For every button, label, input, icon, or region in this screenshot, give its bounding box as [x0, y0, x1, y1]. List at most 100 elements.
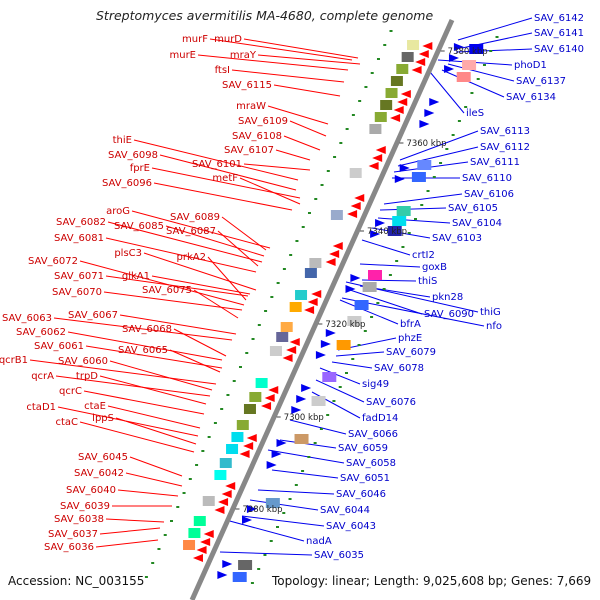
- gene-label-left[interactable]: SAV_6061: [34, 341, 84, 352]
- gene-label-right[interactable]: thiS: [418, 276, 437, 287]
- gene-label-right[interactable]: SAV_6110: [462, 173, 512, 184]
- gene-label-right[interactable]: SAV_6035: [314, 550, 364, 561]
- gene-label-right[interactable]: SAV_6078: [374, 363, 424, 374]
- gene-block: [322, 372, 337, 382]
- gene-label-left[interactable]: SAV_6081: [54, 233, 104, 244]
- gene-label-left[interactable]: lppS: [92, 413, 114, 424]
- gene-label-right[interactable]: SAV_6058: [346, 458, 396, 469]
- gene-label-left[interactable]: SAV_6070: [52, 287, 102, 298]
- gene-label-left[interactable]: murE: [169, 50, 196, 61]
- gene-label-left[interactable]: SAV_6039: [60, 501, 110, 512]
- gene-label-right[interactable]: SAV_6111: [470, 157, 520, 168]
- gene-label-right[interactable]: SAV_6079: [386, 347, 436, 358]
- label-connector: [107, 405, 201, 429]
- gene-label-left[interactable]: SAV_6068: [122, 324, 172, 335]
- gene-label-left[interactable]: plsC3: [114, 248, 142, 259]
- gene-label-left[interactable]: murF: [182, 34, 208, 45]
- gene-label-right[interactable]: ileS: [466, 108, 484, 119]
- gene-label-right[interactable]: SAV_6090: [424, 309, 474, 320]
- gene-label-left[interactable]: ctaC: [55, 417, 78, 428]
- gene-label-right[interactable]: SAV_6106: [464, 189, 514, 200]
- gene-label-right[interactable]: SAV_6076: [366, 397, 416, 408]
- marker-dot: [376, 58, 380, 60]
- marker-dot: [476, 78, 480, 80]
- gene-label-left[interactable]: SAV_6087: [166, 226, 216, 237]
- gene-label-right[interactable]: SAV_6051: [340, 473, 390, 484]
- gene-label-right[interactable]: SAV_6134: [506, 92, 556, 103]
- gene-label-left[interactable]: qcrA: [31, 371, 54, 382]
- gene-label-left[interactable]: SAV_6071: [54, 271, 104, 282]
- gene-label-left[interactable]: SAV_6082: [56, 217, 106, 228]
- gene-label-left[interactable]: trpD: [76, 371, 98, 382]
- gene-label-left[interactable]: fprE: [130, 163, 150, 174]
- gene-label-right[interactable]: SAV_6140: [534, 44, 584, 55]
- gene-label-left[interactable]: SAV_6065: [118, 345, 168, 356]
- gene-label-right[interactable]: SAV_6066: [348, 429, 398, 440]
- gene-label-right[interactable]: SAV_6043: [326, 521, 376, 532]
- gene-label-right[interactable]: phzE: [398, 333, 422, 344]
- gene-label-left[interactable]: thiE: [113, 135, 132, 146]
- label-connector: [377, 217, 451, 224]
- gene-label-left[interactable]: murD: [214, 34, 242, 45]
- gene-label-left[interactable]: SAV_6108: [232, 131, 282, 142]
- gene-label-right[interactable]: SAV_6046: [336, 489, 386, 500]
- gene-label-right[interactable]: sig49: [362, 379, 389, 390]
- gene-label-left[interactable]: SAV_6101: [192, 159, 242, 170]
- gene-label-left[interactable]: SAV_6036: [44, 542, 94, 553]
- gene-label-left[interactable]: ctaE: [84, 401, 106, 412]
- gene-label-left[interactable]: SAV_6045: [78, 452, 128, 463]
- gene-label-right[interactable]: bfrA: [400, 319, 421, 330]
- gene-label-left[interactable]: SAV_6109: [238, 116, 288, 127]
- gene-label-left[interactable]: SAV_6063: [2, 313, 52, 324]
- gene-label-right[interactable]: SAV_6059: [338, 443, 388, 454]
- gene-label-left[interactable]: prkA2: [177, 252, 206, 263]
- gene-label-left[interactable]: SAV_6067: [68, 310, 118, 321]
- gene-label-left[interactable]: qcrC: [59, 386, 82, 397]
- gene-label-right[interactable]: nadA: [306, 536, 332, 547]
- gene-label-right[interactable]: SAV_6112: [480, 142, 530, 153]
- gene-label-left[interactable]: SAV_6098: [108, 150, 158, 161]
- gene-label-right[interactable]: nfo: [486, 321, 502, 332]
- reverse-gene-arrow: [243, 442, 254, 450]
- gene-label-left[interactable]: SAV_6115: [222, 80, 272, 91]
- gene-label-right[interactable]: phoD1: [514, 60, 547, 71]
- gene-label-right[interactable]: SAV_6137: [516, 76, 566, 87]
- gene-label-right[interactable]: fadD14: [362, 413, 398, 424]
- gene-label-right[interactable]: SAV_6103: [432, 233, 482, 244]
- gene-label-left[interactable]: SAV_6075: [142, 285, 192, 296]
- gene-label-right[interactable]: SAV_6141: [534, 28, 584, 39]
- gene-label-right[interactable]: SAV_6044: [320, 505, 370, 516]
- gene-label-left[interactable]: ftsI: [215, 65, 230, 76]
- gene-label-left[interactable]: mraW: [236, 101, 266, 112]
- gene-label-right[interactable]: SAV_6105: [448, 203, 498, 214]
- gene-label-left[interactable]: SAV_6042: [74, 468, 124, 479]
- label-connector: [361, 239, 411, 256]
- gene-label-left[interactable]: SAV_6107: [224, 145, 274, 156]
- gene-label-left[interactable]: SAV_6072: [28, 256, 78, 267]
- gene-label-left[interactable]: ctaD1: [26, 402, 56, 413]
- gene-label-right[interactable]: thiG: [480, 307, 501, 318]
- gene-label-left[interactable]: aroG: [106, 206, 130, 217]
- gene-label-left[interactable]: qcrB1: [0, 355, 28, 366]
- gene-label-left[interactable]: SAV_6060: [58, 356, 108, 367]
- gene-label-left[interactable]: SAV_6085: [114, 221, 164, 232]
- label-connector: [209, 38, 353, 61]
- gene-label-right[interactable]: SAV_6104: [452, 218, 502, 229]
- gene-label-left[interactable]: SAV_6038: [54, 514, 104, 525]
- gene-label-left[interactable]: mraY: [230, 50, 257, 61]
- gene-label-right[interactable]: SAV_6142: [534, 13, 584, 24]
- reverse-gene-arrow: [311, 290, 322, 298]
- gene-label-left[interactable]: glkA1: [122, 271, 150, 282]
- gene-label-left[interactable]: SAV_6037: [48, 529, 98, 540]
- gene-label-right[interactable]: pkn28: [432, 292, 463, 303]
- gene-label-left[interactable]: SAV_6040: [66, 485, 116, 496]
- gene-label-left[interactable]: SAV_6089: [170, 212, 220, 223]
- gene-label-left[interactable]: metF: [212, 173, 238, 184]
- gene-label-right[interactable]: goxB: [422, 262, 447, 273]
- forward-gene-arrow: [242, 516, 252, 524]
- gene-label-left[interactable]: SAV_6096: [102, 178, 152, 189]
- gene-label-right[interactable]: crtI2: [412, 250, 435, 261]
- label-connector: [105, 518, 165, 523]
- gene-label-left[interactable]: SAV_6062: [16, 327, 66, 338]
- gene-label-right[interactable]: SAV_6113: [480, 126, 530, 137]
